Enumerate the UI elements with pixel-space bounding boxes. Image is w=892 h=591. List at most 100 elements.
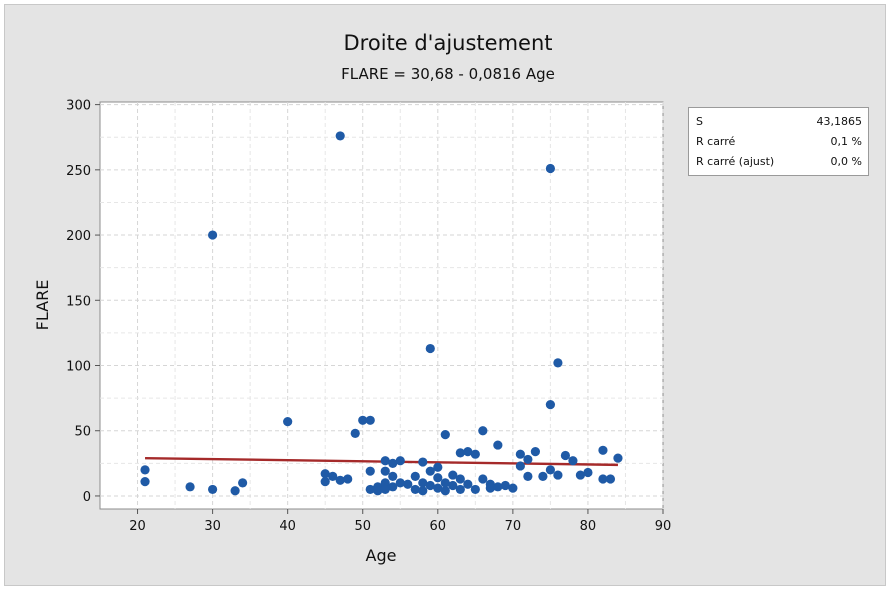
- data-point: [545, 163, 556, 174]
- data-point: [335, 131, 345, 141]
- data-point: [373, 486, 383, 496]
- data-point: [410, 471, 420, 481]
- data-point: [433, 473, 443, 483]
- data-point: [530, 447, 540, 457]
- data-point: [395, 456, 405, 466]
- data-point: [455, 474, 465, 484]
- plot-area: [99, 101, 664, 510]
- data-point: [328, 471, 338, 481]
- stat-label: R carré: [696, 135, 736, 148]
- data-point: [470, 449, 480, 459]
- data-point: [380, 466, 390, 476]
- data-point: [455, 484, 465, 495]
- data-point: [508, 483, 518, 493]
- data-point: [380, 456, 390, 466]
- data-point: [185, 482, 195, 492]
- data-point: [350, 428, 360, 438]
- y-tick-label: 200: [66, 229, 91, 244]
- data-point: [230, 486, 240, 496]
- data-point: [515, 449, 525, 459]
- data-point: [208, 484, 218, 495]
- data-point: [320, 469, 330, 479]
- data-point: [523, 471, 533, 481]
- y-tick-label: 300: [66, 99, 91, 114]
- data-point: [478, 426, 488, 436]
- data-point: [440, 430, 450, 440]
- x-tick-label: 80: [580, 519, 597, 534]
- data-point: [343, 474, 353, 484]
- x-tick-label: 60: [430, 519, 447, 534]
- x-tick-label: 30: [204, 519, 221, 534]
- y-tick-label: 50: [74, 425, 91, 440]
- data-point: [433, 462, 443, 472]
- regression-stats-box: S 43,1865 R carré 0,1 % R carré (ajust) 0,0 %: [688, 107, 869, 176]
- data-point: [493, 440, 503, 450]
- y-tick-label: 0: [83, 490, 91, 505]
- data-point: [500, 480, 510, 491]
- data-point: [365, 466, 375, 476]
- data-point: [598, 474, 608, 484]
- data-point: [583, 467, 593, 478]
- data-point: [418, 478, 428, 488]
- data-point: [575, 470, 586, 480]
- data-point: [545, 465, 556, 475]
- data-point: [388, 471, 398, 481]
- data-point: [440, 478, 450, 488]
- data-point: [538, 471, 548, 481]
- y-axis-label: FLARE: [33, 280, 52, 331]
- data-point: [365, 415, 375, 425]
- data-point: [553, 358, 563, 368]
- stat-value: 43,1865: [816, 115, 863, 128]
- y-tick-label: 250: [66, 164, 91, 179]
- chart-subtitle: FLARE = 30,68 - 0,0816 Age: [341, 65, 555, 83]
- data-point: [493, 482, 503, 492]
- data-point: [455, 448, 465, 458]
- x-axis-label: Age: [366, 546, 397, 565]
- data-point: [335, 475, 345, 485]
- chart-title: Droite d'ajustement: [344, 31, 553, 55]
- data-point: [395, 478, 405, 488]
- stat-value: 0,0 %: [830, 155, 862, 168]
- data-point: [320, 477, 330, 487]
- data-point: [140, 465, 150, 475]
- data-point: [403, 479, 413, 489]
- data-point: [380, 484, 390, 495]
- data-point: [410, 484, 420, 495]
- y-tick-label: 100: [66, 360, 91, 375]
- data-point: [448, 470, 458, 480]
- x-tick-label: 90: [655, 519, 672, 534]
- data-point: [598, 445, 608, 455]
- chart-frame: Droite d'ajustement FLARE = 30,68 - 0,08…: [4, 4, 886, 586]
- data-point: [448, 480, 458, 491]
- data-point: [605, 474, 616, 484]
- data-point: [380, 478, 390, 488]
- y-axis-ticks: 0 50 100 150 200 250 300: [66, 99, 100, 505]
- data-point: [238, 478, 248, 488]
- stat-label: S: [696, 115, 703, 128]
- data-point: [388, 482, 398, 492]
- data-point: [418, 486, 428, 496]
- data-point: [568, 456, 578, 466]
- data-point: [140, 477, 150, 487]
- data-point: [433, 483, 443, 493]
- y-tick-label: 150: [66, 294, 91, 309]
- data-point: [485, 483, 495, 493]
- data-point: [388, 458, 398, 468]
- stat-row: S 43,1865: [696, 112, 862, 132]
- scatter-plot: Droite d'ajustement FLARE = 30,68 - 0,08…: [33, 31, 672, 565]
- x-tick-label: 20: [129, 519, 146, 534]
- x-tick-label: 70: [505, 519, 522, 534]
- data-point: [560, 450, 571, 461]
- data-point: [365, 484, 375, 495]
- data-point: [425, 466, 435, 476]
- data-point: [478, 474, 488, 484]
- data-point: [463, 447, 473, 457]
- data-point: [425, 480, 435, 491]
- data-point: [613, 453, 623, 463]
- x-tick-label: 40: [279, 519, 296, 534]
- data-point: [545, 400, 556, 410]
- data-point: [418, 457, 428, 467]
- data-point: [515, 461, 525, 471]
- data-point: [283, 416, 293, 427]
- data-point: [208, 230, 218, 240]
